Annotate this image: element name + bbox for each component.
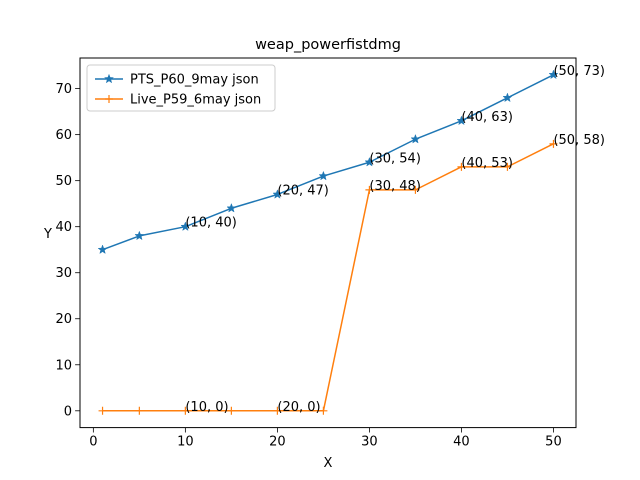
y-tick-label: 0 (64, 404, 72, 419)
point-annotation: (40, 53) (461, 156, 513, 171)
y-tick-label: 30 (55, 266, 72, 281)
y-tick-label: 40 (55, 220, 72, 235)
legend-marker (103, 73, 115, 84)
series-2 (98, 139, 558, 415)
data-point (134, 230, 145, 241)
data-point (272, 189, 283, 199)
legend-item: Live_P59_6may json (95, 93, 261, 108)
data-point (549, 139, 558, 148)
data-point (97, 244, 108, 255)
legend-item: PTS_P60_9may json (95, 73, 259, 88)
y-tick-label: 10 (55, 358, 72, 373)
point-annotation: (40, 63) (461, 110, 513, 125)
data-point (273, 406, 282, 415)
x-tick-label: 40 (453, 435, 470, 450)
data-point (98, 406, 107, 415)
y-axis-label: Y (43, 227, 52, 242)
x-tick-label: 10 (177, 435, 194, 450)
data-point (180, 221, 191, 231)
point-annotation: (10, 0) (185, 400, 228, 415)
data-point (411, 185, 420, 194)
plot-area: (10, 40) (20, 47) (30, 54) (40, 63) (50, 73)… (97, 64, 605, 415)
y-tick-label: 20 (55, 312, 72, 327)
point-annotation: (20, 0) (277, 400, 320, 415)
y-tick-label: 60 (55, 128, 72, 143)
annotations: (10, 40) (20, 47) (30, 54) (40, 63) (50, 73)… (185, 64, 605, 415)
legend-label: Live_P59_6may json (130, 93, 261, 108)
x-tick-label: 0 (89, 435, 97, 450)
data-point (548, 69, 559, 80)
x-tick-label: 30 (361, 435, 378, 450)
data-point (365, 185, 374, 194)
y-tick-label: 70 (55, 82, 72, 97)
data-point (456, 115, 467, 126)
data-point (319, 406, 328, 415)
series-1 (97, 69, 559, 255)
data-point (364, 156, 375, 167)
legend: PTS_P60_9may json Live_P59_6may json (86, 64, 276, 112)
data-point (226, 202, 237, 213)
point-annotation: (50, 73) (553, 64, 605, 79)
point-annotation: (30, 48) (369, 179, 421, 194)
data-point (503, 162, 512, 171)
point-annotation: (20, 47) (277, 183, 329, 198)
data-point (318, 170, 329, 181)
legend-label: PTS_P60_9may json (130, 73, 259, 88)
y-axis: 0 10 20 30 40 50 60 70 (55, 82, 80, 419)
data-point (410, 133, 421, 144)
data-point (457, 162, 466, 171)
y-tick-label: 50 (55, 174, 72, 189)
axes-frame (79, 57, 577, 429)
chart-title: weap_powerfistdmg (255, 37, 401, 53)
data-point (135, 406, 144, 415)
data-point (227, 406, 236, 415)
x-axis-label: X (324, 456, 333, 471)
point-annotation: (50, 58) (553, 133, 605, 148)
x-tick-label: 50 (545, 435, 562, 450)
x-tick-label: 20 (269, 435, 286, 450)
point-annotation: (30, 54) (369, 151, 421, 166)
legend-box (86, 64, 276, 112)
legend-marker (105, 95, 113, 103)
data-point (502, 92, 513, 103)
data-point (181, 406, 190, 415)
x-axis: 0 10 20 30 40 50 (89, 427, 562, 450)
point-annotation: (10, 40) (185, 216, 237, 231)
